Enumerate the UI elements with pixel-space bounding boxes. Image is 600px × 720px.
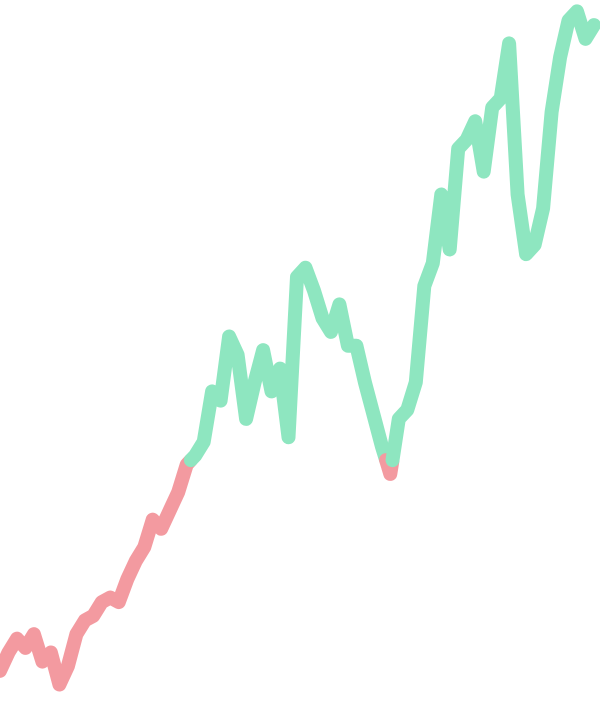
series-line [0, 4, 600, 692]
line-segment-above-1 [183, 260, 394, 468]
line-segment-above-3 [385, 4, 600, 468]
line-segment-below-0 [0, 453, 198, 692]
